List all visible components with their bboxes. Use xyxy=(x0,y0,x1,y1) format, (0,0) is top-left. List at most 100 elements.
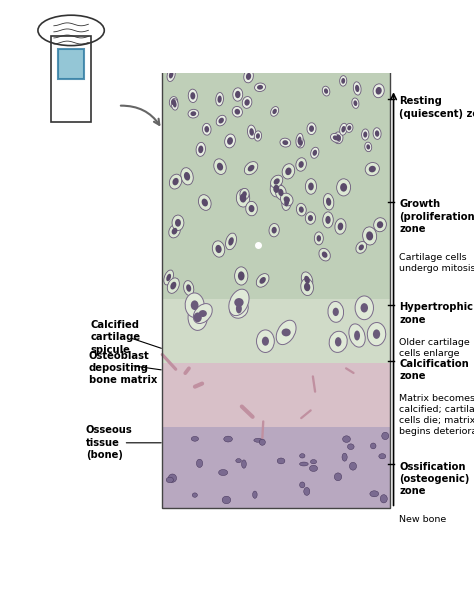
Ellipse shape xyxy=(335,337,341,347)
Ellipse shape xyxy=(379,454,386,459)
Ellipse shape xyxy=(380,495,387,503)
Ellipse shape xyxy=(305,212,316,224)
Ellipse shape xyxy=(233,88,243,101)
Ellipse shape xyxy=(235,109,240,115)
Ellipse shape xyxy=(337,223,343,230)
Ellipse shape xyxy=(281,193,293,206)
Ellipse shape xyxy=(340,75,347,86)
Ellipse shape xyxy=(242,460,246,468)
Ellipse shape xyxy=(170,282,176,289)
Ellipse shape xyxy=(366,144,370,150)
Ellipse shape xyxy=(325,216,331,224)
Ellipse shape xyxy=(300,454,305,458)
Ellipse shape xyxy=(361,303,368,313)
Ellipse shape xyxy=(337,179,351,196)
Ellipse shape xyxy=(227,137,233,145)
Ellipse shape xyxy=(169,71,173,78)
Ellipse shape xyxy=(346,123,353,133)
Ellipse shape xyxy=(301,272,313,288)
Ellipse shape xyxy=(298,140,303,146)
Ellipse shape xyxy=(308,215,313,221)
Ellipse shape xyxy=(299,207,304,213)
Ellipse shape xyxy=(307,123,316,134)
Ellipse shape xyxy=(300,482,305,488)
Ellipse shape xyxy=(349,462,356,470)
Ellipse shape xyxy=(322,86,330,96)
Ellipse shape xyxy=(282,195,292,210)
Ellipse shape xyxy=(282,328,291,336)
Ellipse shape xyxy=(371,443,376,449)
Ellipse shape xyxy=(333,136,338,140)
Ellipse shape xyxy=(167,278,179,293)
Ellipse shape xyxy=(262,337,269,346)
Ellipse shape xyxy=(335,219,346,234)
Ellipse shape xyxy=(169,174,182,189)
Ellipse shape xyxy=(256,133,260,139)
Ellipse shape xyxy=(242,97,252,108)
Ellipse shape xyxy=(340,123,347,135)
Ellipse shape xyxy=(285,168,292,175)
Ellipse shape xyxy=(310,465,318,471)
Ellipse shape xyxy=(242,191,247,197)
Ellipse shape xyxy=(186,285,191,292)
Ellipse shape xyxy=(308,182,314,190)
Ellipse shape xyxy=(347,444,354,449)
Ellipse shape xyxy=(244,70,254,83)
Ellipse shape xyxy=(245,99,250,106)
Ellipse shape xyxy=(382,432,389,440)
Ellipse shape xyxy=(229,299,248,318)
Ellipse shape xyxy=(326,198,331,206)
Ellipse shape xyxy=(256,274,269,287)
Ellipse shape xyxy=(222,496,231,504)
Ellipse shape xyxy=(312,150,317,156)
Ellipse shape xyxy=(173,101,177,108)
Text: Cartilage cells
undergo mitosis: Cartilage cells undergo mitosis xyxy=(399,253,474,273)
Ellipse shape xyxy=(259,439,265,445)
Ellipse shape xyxy=(296,203,306,216)
Text: Matrix becomes
calcified; cartilage
cells die; matrix
begins deterioratin: Matrix becomes calcified; cartilage cell… xyxy=(399,394,474,437)
Ellipse shape xyxy=(373,128,381,139)
Ellipse shape xyxy=(272,227,277,233)
Ellipse shape xyxy=(304,276,310,283)
Ellipse shape xyxy=(273,178,280,185)
Ellipse shape xyxy=(365,142,372,151)
Ellipse shape xyxy=(334,132,343,143)
Ellipse shape xyxy=(218,95,222,103)
Ellipse shape xyxy=(247,125,256,139)
Ellipse shape xyxy=(249,128,254,136)
Ellipse shape xyxy=(172,228,177,235)
Ellipse shape xyxy=(257,85,263,89)
Text: Osseous
tissue
(bone): Osseous tissue (bone) xyxy=(86,426,132,460)
Ellipse shape xyxy=(373,330,380,339)
Text: New bone: New bone xyxy=(399,515,447,524)
Ellipse shape xyxy=(191,111,196,116)
Ellipse shape xyxy=(273,185,279,193)
Ellipse shape xyxy=(271,175,283,188)
Ellipse shape xyxy=(373,84,384,98)
Ellipse shape xyxy=(235,267,248,285)
Ellipse shape xyxy=(185,293,204,317)
Ellipse shape xyxy=(341,126,346,133)
Ellipse shape xyxy=(275,185,286,200)
Ellipse shape xyxy=(330,134,340,142)
Ellipse shape xyxy=(328,302,344,322)
Ellipse shape xyxy=(354,100,357,106)
Ellipse shape xyxy=(246,201,257,216)
Ellipse shape xyxy=(375,130,379,137)
Ellipse shape xyxy=(340,183,347,192)
FancyBboxPatch shape xyxy=(162,427,390,508)
Ellipse shape xyxy=(310,147,319,158)
Ellipse shape xyxy=(254,438,263,442)
Ellipse shape xyxy=(171,99,176,105)
Ellipse shape xyxy=(184,172,190,181)
Ellipse shape xyxy=(343,436,350,443)
Ellipse shape xyxy=(347,125,351,130)
Text: Hypertrophic
zone: Hypertrophic zone xyxy=(399,302,473,325)
Ellipse shape xyxy=(199,195,211,210)
Ellipse shape xyxy=(245,162,258,174)
Ellipse shape xyxy=(216,116,226,126)
Ellipse shape xyxy=(366,232,373,241)
Ellipse shape xyxy=(269,224,279,237)
Ellipse shape xyxy=(282,164,295,179)
Ellipse shape xyxy=(188,109,199,118)
